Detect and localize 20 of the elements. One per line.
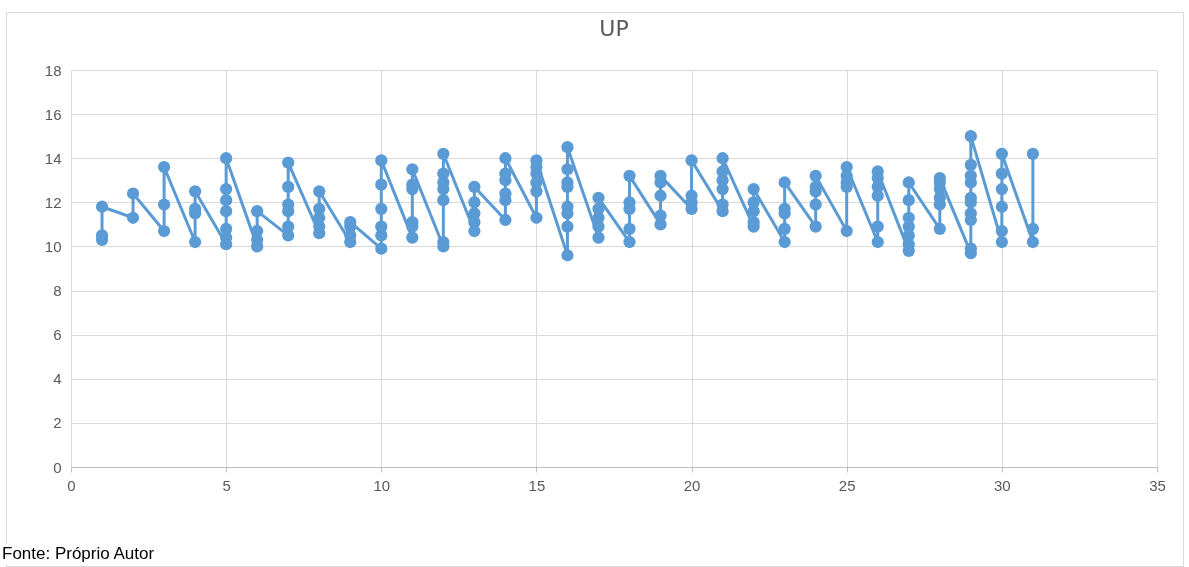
x-tick-label: 15: [528, 476, 546, 494]
chart-title: UP: [599, 16, 629, 41]
x-tick-label: 20: [683, 476, 701, 494]
y-tick-label: 12: [44, 193, 62, 211]
x-tick-label: 0: [67, 476, 76, 494]
y-tick-label: 6: [53, 326, 62, 344]
x-tick-label: 30: [994, 476, 1011, 494]
x-tick-label: 10: [373, 476, 391, 494]
y-tick-label: 2: [53, 414, 62, 432]
y-tick-label: 14: [44, 149, 62, 167]
x-tick-label: 25: [838, 476, 856, 494]
y-tick-label: 4: [53, 370, 62, 388]
source-note: Fonte: Próprio Autor: [2, 544, 155, 564]
y-tick-label: 10: [44, 237, 62, 255]
y-tick-label: 8: [53, 282, 62, 300]
x-tick-label: 5: [222, 476, 231, 494]
y-tick-label: 0: [53, 458, 62, 476]
y-tick-label: 18: [44, 61, 62, 79]
y-tick-label: 16: [44, 105, 62, 123]
x-tick-label: 35: [1149, 476, 1166, 494]
